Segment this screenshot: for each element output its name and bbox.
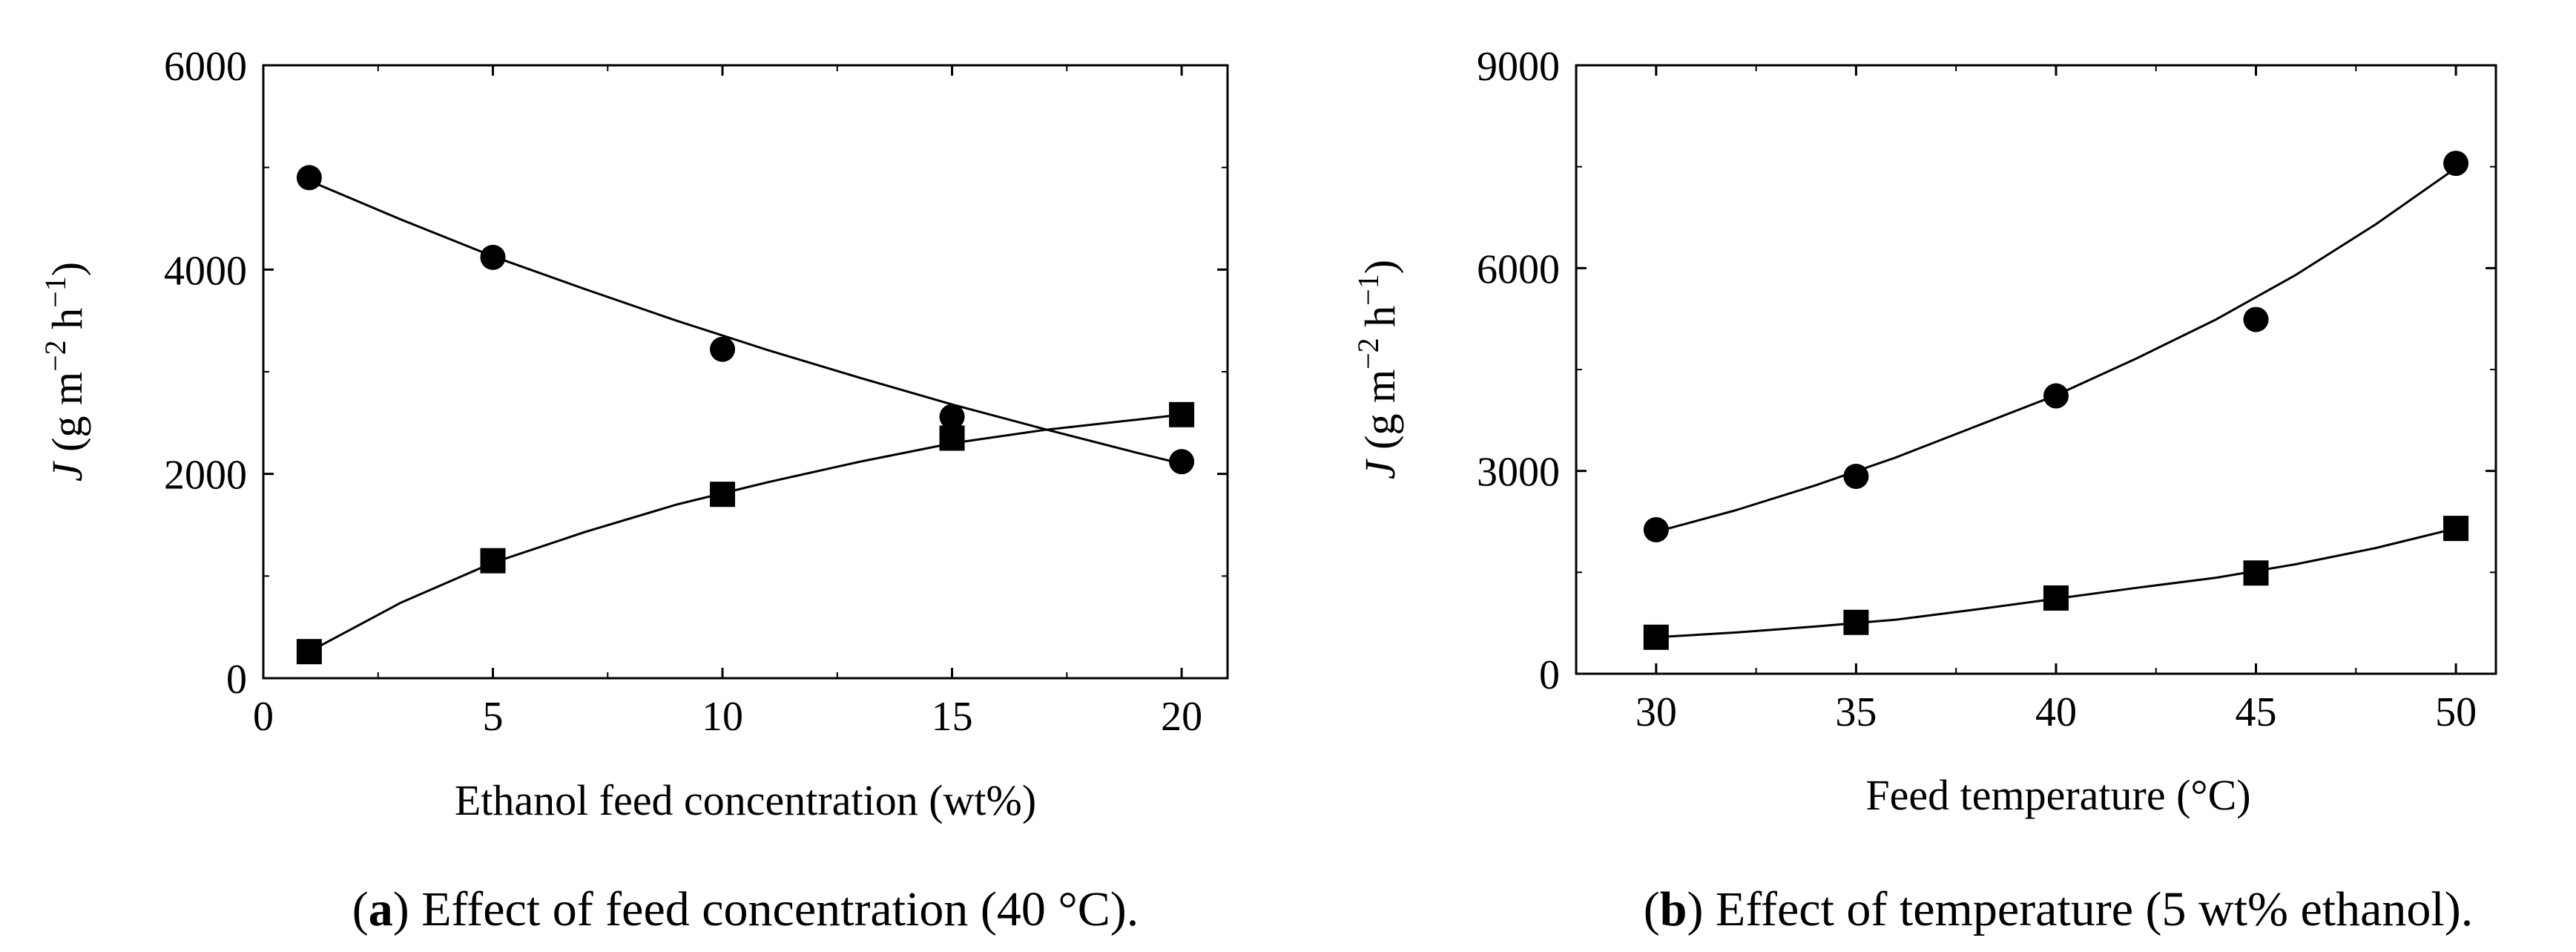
panel-b-x-tick-label: 50 [2435, 689, 2477, 735]
panel-a-square-point [296, 639, 322, 665]
panel-b-x-axis-label: Feed temperature (°C) [1865, 771, 2250, 819]
panel-a-y-tick-label: 6000 [164, 44, 247, 90]
panel-b-y-tick-label: 6000 [1477, 246, 1560, 292]
panel-b-ylabel-symbol: J [1356, 458, 1404, 479]
panel-a-ticks: 0 5 10 15 20 0 2000 4000 6000 [164, 44, 1228, 740]
panel-a-caption-text: Effect of feed concentration (40 °C). [421, 882, 1139, 936]
panel-b-circles-fit-line [1656, 167, 2457, 534]
panel-a-square-point [710, 482, 736, 508]
panel-b-square-point [1843, 609, 1869, 635]
panel-a-y-axis-label: J (g m−2 h−1) [39, 262, 92, 482]
panel-a-circle-point [939, 404, 965, 430]
panel-b-circle-point [2243, 306, 2269, 332]
panel-a-x-axis-label: Ethanol feed concentration (wt%) [455, 776, 1036, 824]
panel-b-y-axis-label: J (g m−2 h−1) [1351, 260, 1405, 479]
panel-b-ylabel-close: ) [1356, 260, 1404, 274]
panel-a-square-point [1169, 401, 1195, 427]
panel-a-ylabel-units: (g m [43, 372, 91, 462]
panel-b-y-tick-label: 9000 [1477, 44, 1560, 90]
panel-a-y-tick-label: 0 [226, 657, 247, 703]
panel-a-ylabel-exp1: −2 [39, 340, 72, 372]
panel-a-caption-letter: a [369, 882, 393, 936]
panel-b-ylabel-mid: h [1356, 306, 1404, 338]
panel-b-square-point [2443, 516, 2469, 542]
panel-a-plot-frame [262, 64, 1229, 680]
panel-b-x-tick-label: 30 [1635, 689, 1677, 735]
panel-a-circle-point [480, 244, 506, 270]
panel-b-ylabel-exp2: −1 [1351, 274, 1385, 306]
panel-b-circle-point [2443, 151, 2469, 177]
panel-b-square-point [2243, 560, 2269, 586]
panel-a-x-tick-label: 0 [253, 694, 274, 740]
panel-b-x-tick-label: 35 [1835, 689, 1877, 735]
panel-a-x-tick-label: 20 [1161, 694, 1202, 740]
panel-a-circle-point [1169, 449, 1195, 475]
panel-b-ylabel-units: (g m [1356, 370, 1404, 460]
panel-a-x-tick-label: 10 [702, 694, 743, 740]
panel-a-square-point [480, 548, 506, 574]
panel-a-ylabel-symbol: J [43, 460, 91, 482]
panel-b-circle-point [1843, 463, 1869, 489]
panel-a-ylabel-close: ) [43, 262, 91, 276]
panel-b-plot-frame [1575, 64, 2497, 675]
panel-b-square-point [2043, 585, 2069, 611]
panel-b-x-tick-label: 45 [2236, 689, 2277, 735]
panel-b-circle-point [1643, 516, 1669, 542]
panel-b-ylabel-exp1: −2 [1351, 338, 1385, 370]
panel-b-square-point [1643, 624, 1669, 650]
panel-b-squares-fit-line [1656, 527, 2457, 639]
panel-a-chart: 0 5 10 15 20 0 2000 4000 6000 Ethanol feed conce… [39, 44, 1229, 936]
panel-a-x-tick-label: 15 [932, 694, 973, 740]
panel-b-caption-text: Effect of temperature (5 wt% ethanol). [1716, 882, 2473, 936]
panel-a-squares-fit-line [309, 413, 1182, 653]
panel-b-y-tick-label: 3000 [1477, 450, 1560, 496]
panel-b-y-tick-label: 0 [1539, 652, 1560, 698]
panel-a-y-tick-label: 2000 [164, 453, 247, 499]
panel-b-x-tick-label: 40 [2035, 689, 2077, 735]
panel-b-caption-letter: b [1660, 882, 1687, 936]
panel-a-circles-fit-line [309, 180, 1182, 465]
panel-a-circle-point [710, 336, 736, 362]
panel-a-ylabel-exp2: −1 [39, 276, 72, 308]
panel-b-caption: (b) Effect of temperature (5 wt% ethanol… [1644, 882, 2474, 936]
panel-b-chart: 30 35 40 45 50 0 3000 6000 9000 Feed temperature… [1351, 44, 2497, 936]
panel-a-y-tick-label: 4000 [164, 248, 247, 294]
panel-b-ticks: 30 35 40 45 50 0 3000 6000 9000 [1477, 44, 2496, 735]
panel-a-caption: (a) Effect of feed concentration (40 °C)… [352, 882, 1139, 936]
panel-a-series-layer [296, 165, 1195, 665]
panel-a-x-tick-label: 5 [483, 694, 504, 740]
panel-a-circle-point [296, 165, 322, 191]
panel-b-series-layer [1643, 151, 2469, 650]
panel-a-square-point [939, 425, 965, 451]
panel-a-ylabel-mid: h [43, 308, 91, 341]
panel-b-circle-point [2043, 383, 2069, 409]
